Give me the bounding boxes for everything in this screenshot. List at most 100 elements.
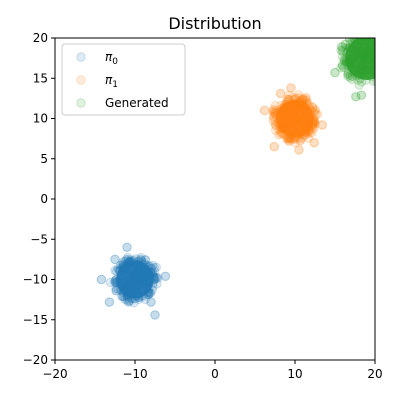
scatter-point: [382, 50, 390, 58]
scatter-point: [374, 47, 375, 53]
scatter-point: [129, 297, 139, 308]
scatter-point: [293, 90, 304, 100]
scatter-point: [382, 46, 390, 54]
scatter-point: [268, 106, 278, 116]
scatter-point: [382, 46, 390, 54]
y-tick-label: 20: [33, 31, 48, 45]
scatter-point: [382, 50, 390, 58]
scatter-point: [360, 28, 368, 36]
scatter-point: [374, 64, 375, 68]
scatter-point: [275, 88, 286, 99]
x-tick-label: 10: [287, 367, 302, 381]
scatter-point: [374, 64, 375, 71]
scatter-point: [357, 28, 365, 36]
scatter-point: [386, 61, 394, 69]
scatter-point: [259, 105, 270, 116]
scatter-point: [385, 44, 393, 52]
scatter-point: [122, 252, 133, 263]
scatter-point: [336, 63, 346, 73]
scatter-point: [369, 38, 374, 39]
scatter-point: [140, 294, 151, 304]
legend-box: [61, 43, 186, 116]
scatter-point: [284, 136, 295, 146]
scatter-point: [351, 92, 361, 102]
scatter-point: [379, 37, 387, 45]
scatter-point: [378, 70, 386, 78]
scatter-point: [389, 62, 397, 70]
scatter-point: [274, 129, 284, 140]
scatter-point: [373, 43, 375, 50]
scatter-point: [382, 73, 390, 81]
scatter-point: [383, 46, 391, 54]
x-tick-label: −10: [122, 367, 147, 381]
y-tick-label: 10: [33, 112, 48, 126]
scatter-point: [384, 65, 392, 73]
scatter-point: [375, 52, 383, 60]
scatter-point: [366, 26, 374, 34]
scatter-point: [343, 69, 353, 80]
y-tick-label: 15: [33, 71, 48, 85]
scatter-point: [153, 273, 163, 283]
scatter-point: [146, 297, 156, 307]
scatter-point: [283, 136, 294, 146]
scatter-point: [140, 254, 151, 265]
scatter-point: [356, 90, 367, 100]
x-tick-label: 0: [211, 367, 219, 381]
scatter-point: [378, 76, 386, 84]
scatter-point: [376, 49, 384, 57]
scatter-point: [379, 40, 387, 48]
scatter-point: [336, 45, 346, 56]
scatter-point: [350, 38, 356, 39]
scatter-point: [151, 262, 161, 272]
scatter-point: [373, 67, 375, 74]
scatter-point: [336, 41, 347, 52]
scatter-point: [124, 297, 134, 307]
series-2-points: [330, 26, 397, 102]
legend-marker: [76, 75, 86, 85]
scatter-point: [294, 145, 304, 155]
series-1-points: [259, 83, 327, 155]
scatter-point: [379, 67, 387, 75]
scatter-point: [377, 71, 385, 79]
scatter-point: [377, 76, 385, 84]
scatter-point: [354, 80, 364, 90]
scatter-point: [377, 56, 385, 64]
scatter-point: [286, 83, 296, 93]
y-tick-label: −5: [30, 232, 48, 246]
scatter-point: [386, 59, 394, 67]
scatter-point: [383, 61, 391, 69]
scatter-point: [381, 39, 389, 47]
scatter-point: [378, 62, 386, 70]
scatter-point: [104, 297, 115, 307]
scatter-point: [380, 69, 388, 77]
scatter-point: [345, 38, 355, 43]
scatter-point: [301, 94, 311, 104]
scatter-point: [317, 120, 327, 130]
scatter-point: [269, 141, 279, 152]
scatter-point: [330, 67, 340, 78]
scatter-point: [377, 37, 385, 45]
y-tick-label: 0: [40, 192, 48, 206]
scatter-point: [359, 38, 364, 39]
scatter-point: [380, 47, 388, 55]
scatter-point: [271, 125, 281, 135]
legend-marker: [76, 98, 86, 108]
scatter-point: [377, 56, 385, 64]
scatter-point: [340, 39, 351, 50]
scatter-point: [345, 72, 355, 83]
scatter-point: [358, 27, 366, 35]
y-tick-label: −20: [23, 353, 48, 367]
scatter-point: [150, 310, 160, 320]
scatter-point: [372, 77, 375, 87]
scatter-point: [96, 274, 107, 285]
scatter-point: [373, 44, 375, 51]
scatter-point: [381, 53, 389, 61]
cluster-core: [276, 99, 314, 138]
scatter-point: [284, 90, 294, 101]
scatter-point: [344, 38, 355, 44]
scatter-point: [110, 254, 120, 265]
scatter-point: [384, 47, 392, 55]
